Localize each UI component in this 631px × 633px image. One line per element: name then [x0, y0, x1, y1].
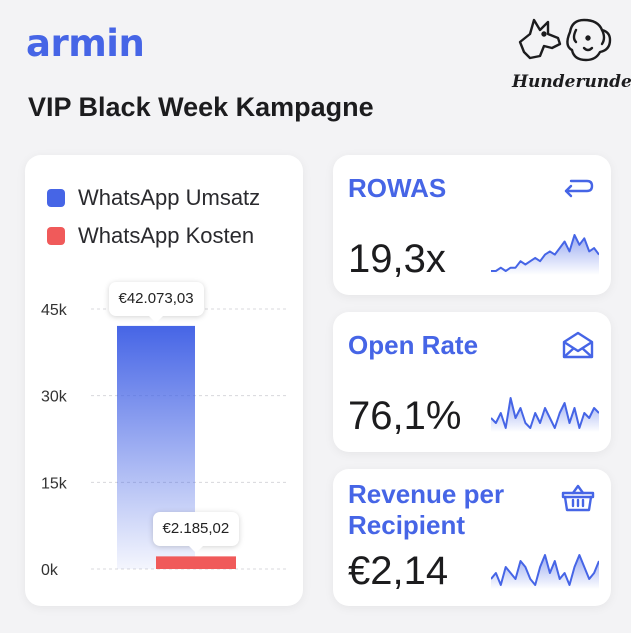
sparkline-area: [491, 555, 599, 589]
kpi-title-revenue-line1: Revenue per: [348, 479, 505, 509]
sparkline-revenue-per-recipient: [491, 554, 599, 589]
legend-item-umsatz: WhatsApp Umsatz: [47, 179, 260, 217]
kpi-card-rowas: ROWAS 19,3x: [333, 155, 611, 295]
kpi-title-open-rate: Open Rate: [348, 330, 479, 360]
dog-heads-icon: [518, 18, 612, 62]
kpi-value-rowas: 19,3x: [348, 237, 446, 281]
return-arrow-icon: [564, 179, 594, 198]
legend-label-kosten: WhatsApp Kosten: [78, 223, 255, 248]
legend-label-umsatz: WhatsApp Umsatz: [78, 185, 261, 210]
chart-legend: WhatsApp Umsatz WhatsApp Kosten: [47, 179, 260, 255]
kpi-title-rowas: ROWAS: [348, 173, 447, 203]
kpi-card-revenue-per-recipient: Revenue per Recipient €2,14: [333, 469, 611, 606]
sparkline-line: [491, 554, 599, 586]
y-tick-label: 30k: [41, 389, 68, 406]
shopping-basket-icon: [561, 484, 595, 512]
sparkline-open-rate: [491, 397, 599, 432]
y-tick-label: 15k: [41, 475, 68, 492]
page-title: VIP Black Week Kampagne: [28, 92, 374, 122]
data-label-umsatz: €42.073,03: [108, 281, 204, 323]
kpi-title-revenue-per-recipient: Revenue per Recipient: [348, 479, 504, 541]
envelope-icon: [562, 331, 594, 359]
legend-item-kosten: WhatsApp Kosten: [47, 217, 260, 255]
kpi-value-revenue-per-recipient: €2,14: [348, 549, 449, 593]
bar-kosten: [156, 556, 236, 569]
sparkline-line: [491, 397, 599, 429]
chart-card: WhatsApp Umsatz WhatsApp Kosten 0k 15k 30k…: [25, 155, 303, 606]
y-tick-label: 45k: [41, 302, 68, 319]
sparkline-area: [491, 398, 599, 432]
y-tick-label: 0k: [41, 562, 59, 579]
sparkline-rowas: [491, 234, 599, 275]
sparkline-line: [491, 234, 599, 272]
data-label-kosten: €2.185,02: [152, 512, 240, 554]
kpi-card-open-rate: Open Rate 76,1%: [333, 312, 611, 452]
legend-swatch-kosten: [47, 227, 65, 245]
legend-swatch-umsatz: [47, 189, 65, 207]
logo: armin: [26, 22, 145, 65]
brand-name: Hunderunde: [512, 72, 631, 92]
brand-logo: Hunderunde: [508, 12, 631, 94]
kpi-value-open-rate: 76,1%: [348, 394, 462, 438]
kpi-title-revenue-line2: Recipient: [348, 510, 466, 540]
